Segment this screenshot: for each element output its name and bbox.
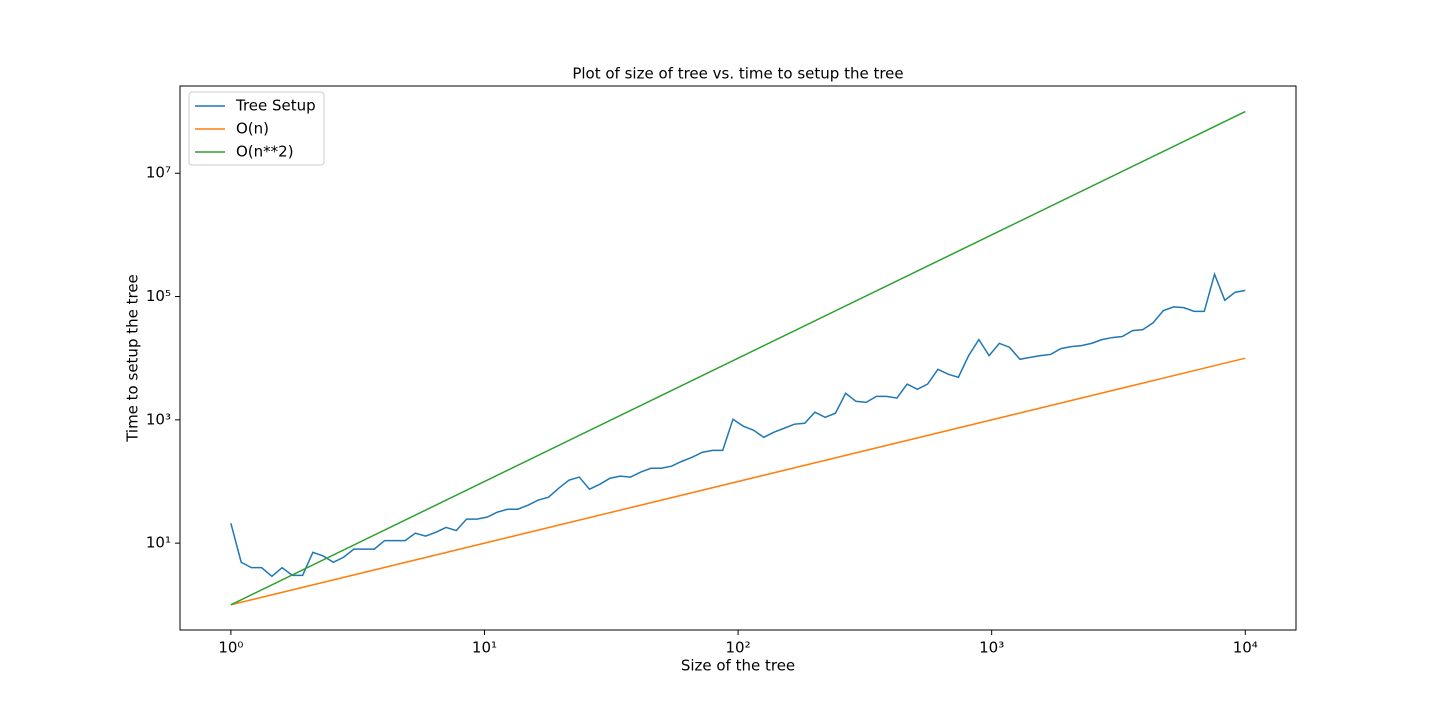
y-tick-label: 10³ bbox=[146, 410, 171, 428]
series-line bbox=[230, 110, 1246, 606]
x-tick-label: 10³ bbox=[979, 639, 1004, 657]
plot-area bbox=[230, 110, 1246, 606]
y-tick-label: 10⁷ bbox=[146, 164, 171, 182]
x-tick-label: 10⁴ bbox=[1233, 639, 1258, 657]
legend-label: Tree Setup bbox=[235, 97, 316, 115]
y-axis-label: Time to setup the tree bbox=[124, 274, 142, 443]
series-line bbox=[230, 271, 1246, 578]
chart-title: Plot of size of tree vs. time to setup t… bbox=[572, 65, 903, 83]
series-line bbox=[230, 357, 1246, 606]
x-tick-label: 10² bbox=[726, 639, 751, 657]
legend: Tree Setup O(n) O(n**2) bbox=[188, 91, 325, 166]
y-tick-label: 10⁵ bbox=[146, 287, 171, 305]
legend-label: O(n**2) bbox=[236, 143, 294, 161]
legend-label: O(n) bbox=[236, 120, 269, 138]
y-tick-label: 10¹ bbox=[146, 534, 171, 552]
legend-box bbox=[188, 91, 325, 166]
x-axis-label: Size of the tree bbox=[681, 657, 795, 675]
x-tick-label: 10⁰ bbox=[218, 639, 243, 657]
x-tick-label: 10¹ bbox=[472, 639, 497, 657]
